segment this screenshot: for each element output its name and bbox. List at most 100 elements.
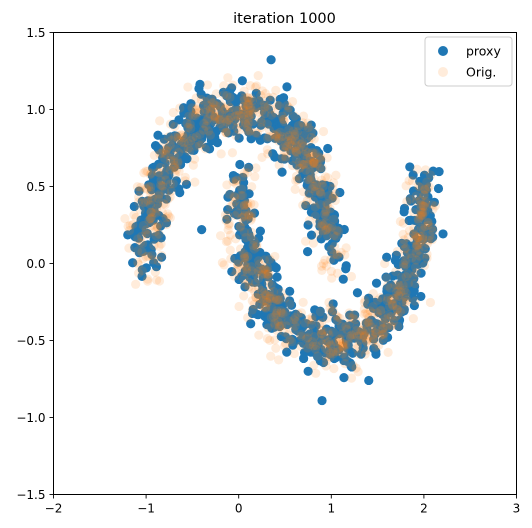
proxy-point xyxy=(171,176,181,186)
orig-point xyxy=(307,125,317,136)
orig-point xyxy=(243,198,253,208)
proxy-point xyxy=(255,226,265,236)
orig-point xyxy=(254,107,264,117)
orig-point xyxy=(362,337,372,347)
proxy-point xyxy=(381,297,391,308)
orig-point xyxy=(211,89,221,99)
orig-point xyxy=(403,278,414,288)
orig-point xyxy=(257,86,268,96)
orig-point xyxy=(359,298,370,308)
orig-point xyxy=(259,287,270,298)
proxy-point xyxy=(405,193,415,204)
proxy-point xyxy=(303,247,313,257)
legend-proxy-marker xyxy=(438,46,448,56)
orig-point xyxy=(232,259,242,269)
orig-point xyxy=(378,323,388,333)
orig-point xyxy=(364,312,374,323)
orig-point xyxy=(262,297,272,307)
orig-point xyxy=(304,339,315,350)
proxy-point xyxy=(245,98,255,108)
orig-point xyxy=(269,129,279,139)
orig-point xyxy=(390,280,400,290)
orig-point xyxy=(299,141,309,152)
orig-point xyxy=(135,205,145,215)
proxy-point xyxy=(334,252,344,262)
orig-point xyxy=(234,125,244,135)
proxy-point xyxy=(416,268,426,278)
orig-point xyxy=(295,341,305,351)
orig-point xyxy=(315,187,325,197)
proxy-point xyxy=(255,299,265,309)
orig-point xyxy=(279,147,290,157)
chart-title: iteration 1000 xyxy=(233,11,336,27)
orig-point xyxy=(259,302,269,312)
orig-point xyxy=(141,183,151,193)
orig-point xyxy=(191,141,201,151)
orig-point xyxy=(247,105,257,115)
orig-point xyxy=(345,333,355,343)
orig-point xyxy=(264,287,274,297)
orig-point xyxy=(157,148,167,158)
orig-point xyxy=(139,168,149,178)
orig-point xyxy=(424,182,434,192)
orig-point xyxy=(315,163,325,173)
orig-point xyxy=(300,236,311,246)
orig-point xyxy=(321,218,331,228)
proxy-point xyxy=(301,158,311,168)
orig-point xyxy=(159,137,169,147)
orig-point xyxy=(425,230,435,241)
orig-point xyxy=(398,280,408,290)
orig-point xyxy=(305,152,315,162)
orig-point xyxy=(157,207,167,218)
orig-point xyxy=(254,259,264,269)
orig-point xyxy=(338,338,348,349)
orig-point xyxy=(219,104,230,115)
orig-point xyxy=(411,248,421,258)
orig-point xyxy=(239,168,249,178)
orig-point xyxy=(298,118,308,128)
orig-point xyxy=(317,339,327,349)
orig-point xyxy=(165,192,175,202)
orig-point xyxy=(256,117,266,127)
proxy-point xyxy=(278,108,288,118)
orig-point xyxy=(316,175,327,185)
proxy-point xyxy=(264,308,274,318)
orig-point xyxy=(131,279,141,289)
proxy-point xyxy=(310,348,321,358)
orig-point xyxy=(312,180,322,190)
proxy-point xyxy=(272,272,282,282)
orig-point xyxy=(420,198,431,208)
orig-point xyxy=(173,158,183,168)
orig-point xyxy=(169,160,180,170)
orig-point xyxy=(308,337,318,347)
orig-point xyxy=(405,248,416,259)
orig-point xyxy=(323,327,333,337)
orig-point xyxy=(289,131,300,141)
orig-point xyxy=(409,207,419,217)
orig-point xyxy=(226,254,236,264)
orig-point xyxy=(191,105,201,115)
proxy-point xyxy=(286,146,296,156)
orig-point xyxy=(400,250,410,261)
orig-point xyxy=(326,244,336,255)
orig-point xyxy=(146,221,156,231)
orig-point xyxy=(387,299,397,309)
proxy-point xyxy=(123,230,133,240)
orig-point xyxy=(341,243,351,253)
y-tick-label: −1.0 xyxy=(16,411,45,425)
orig-point xyxy=(254,301,265,311)
orig-point xyxy=(146,182,156,192)
proxy-point xyxy=(363,298,373,308)
orig-point xyxy=(183,144,193,154)
orig-point xyxy=(355,330,365,340)
orig-point xyxy=(225,202,235,212)
orig-point xyxy=(243,201,253,211)
orig-point xyxy=(203,100,213,111)
orig-point xyxy=(143,195,153,205)
orig-point xyxy=(308,157,319,167)
orig-point xyxy=(303,118,313,128)
orig-point xyxy=(351,363,361,373)
orig-point xyxy=(305,167,315,177)
proxy-point xyxy=(352,288,363,298)
orig-point xyxy=(265,104,276,114)
